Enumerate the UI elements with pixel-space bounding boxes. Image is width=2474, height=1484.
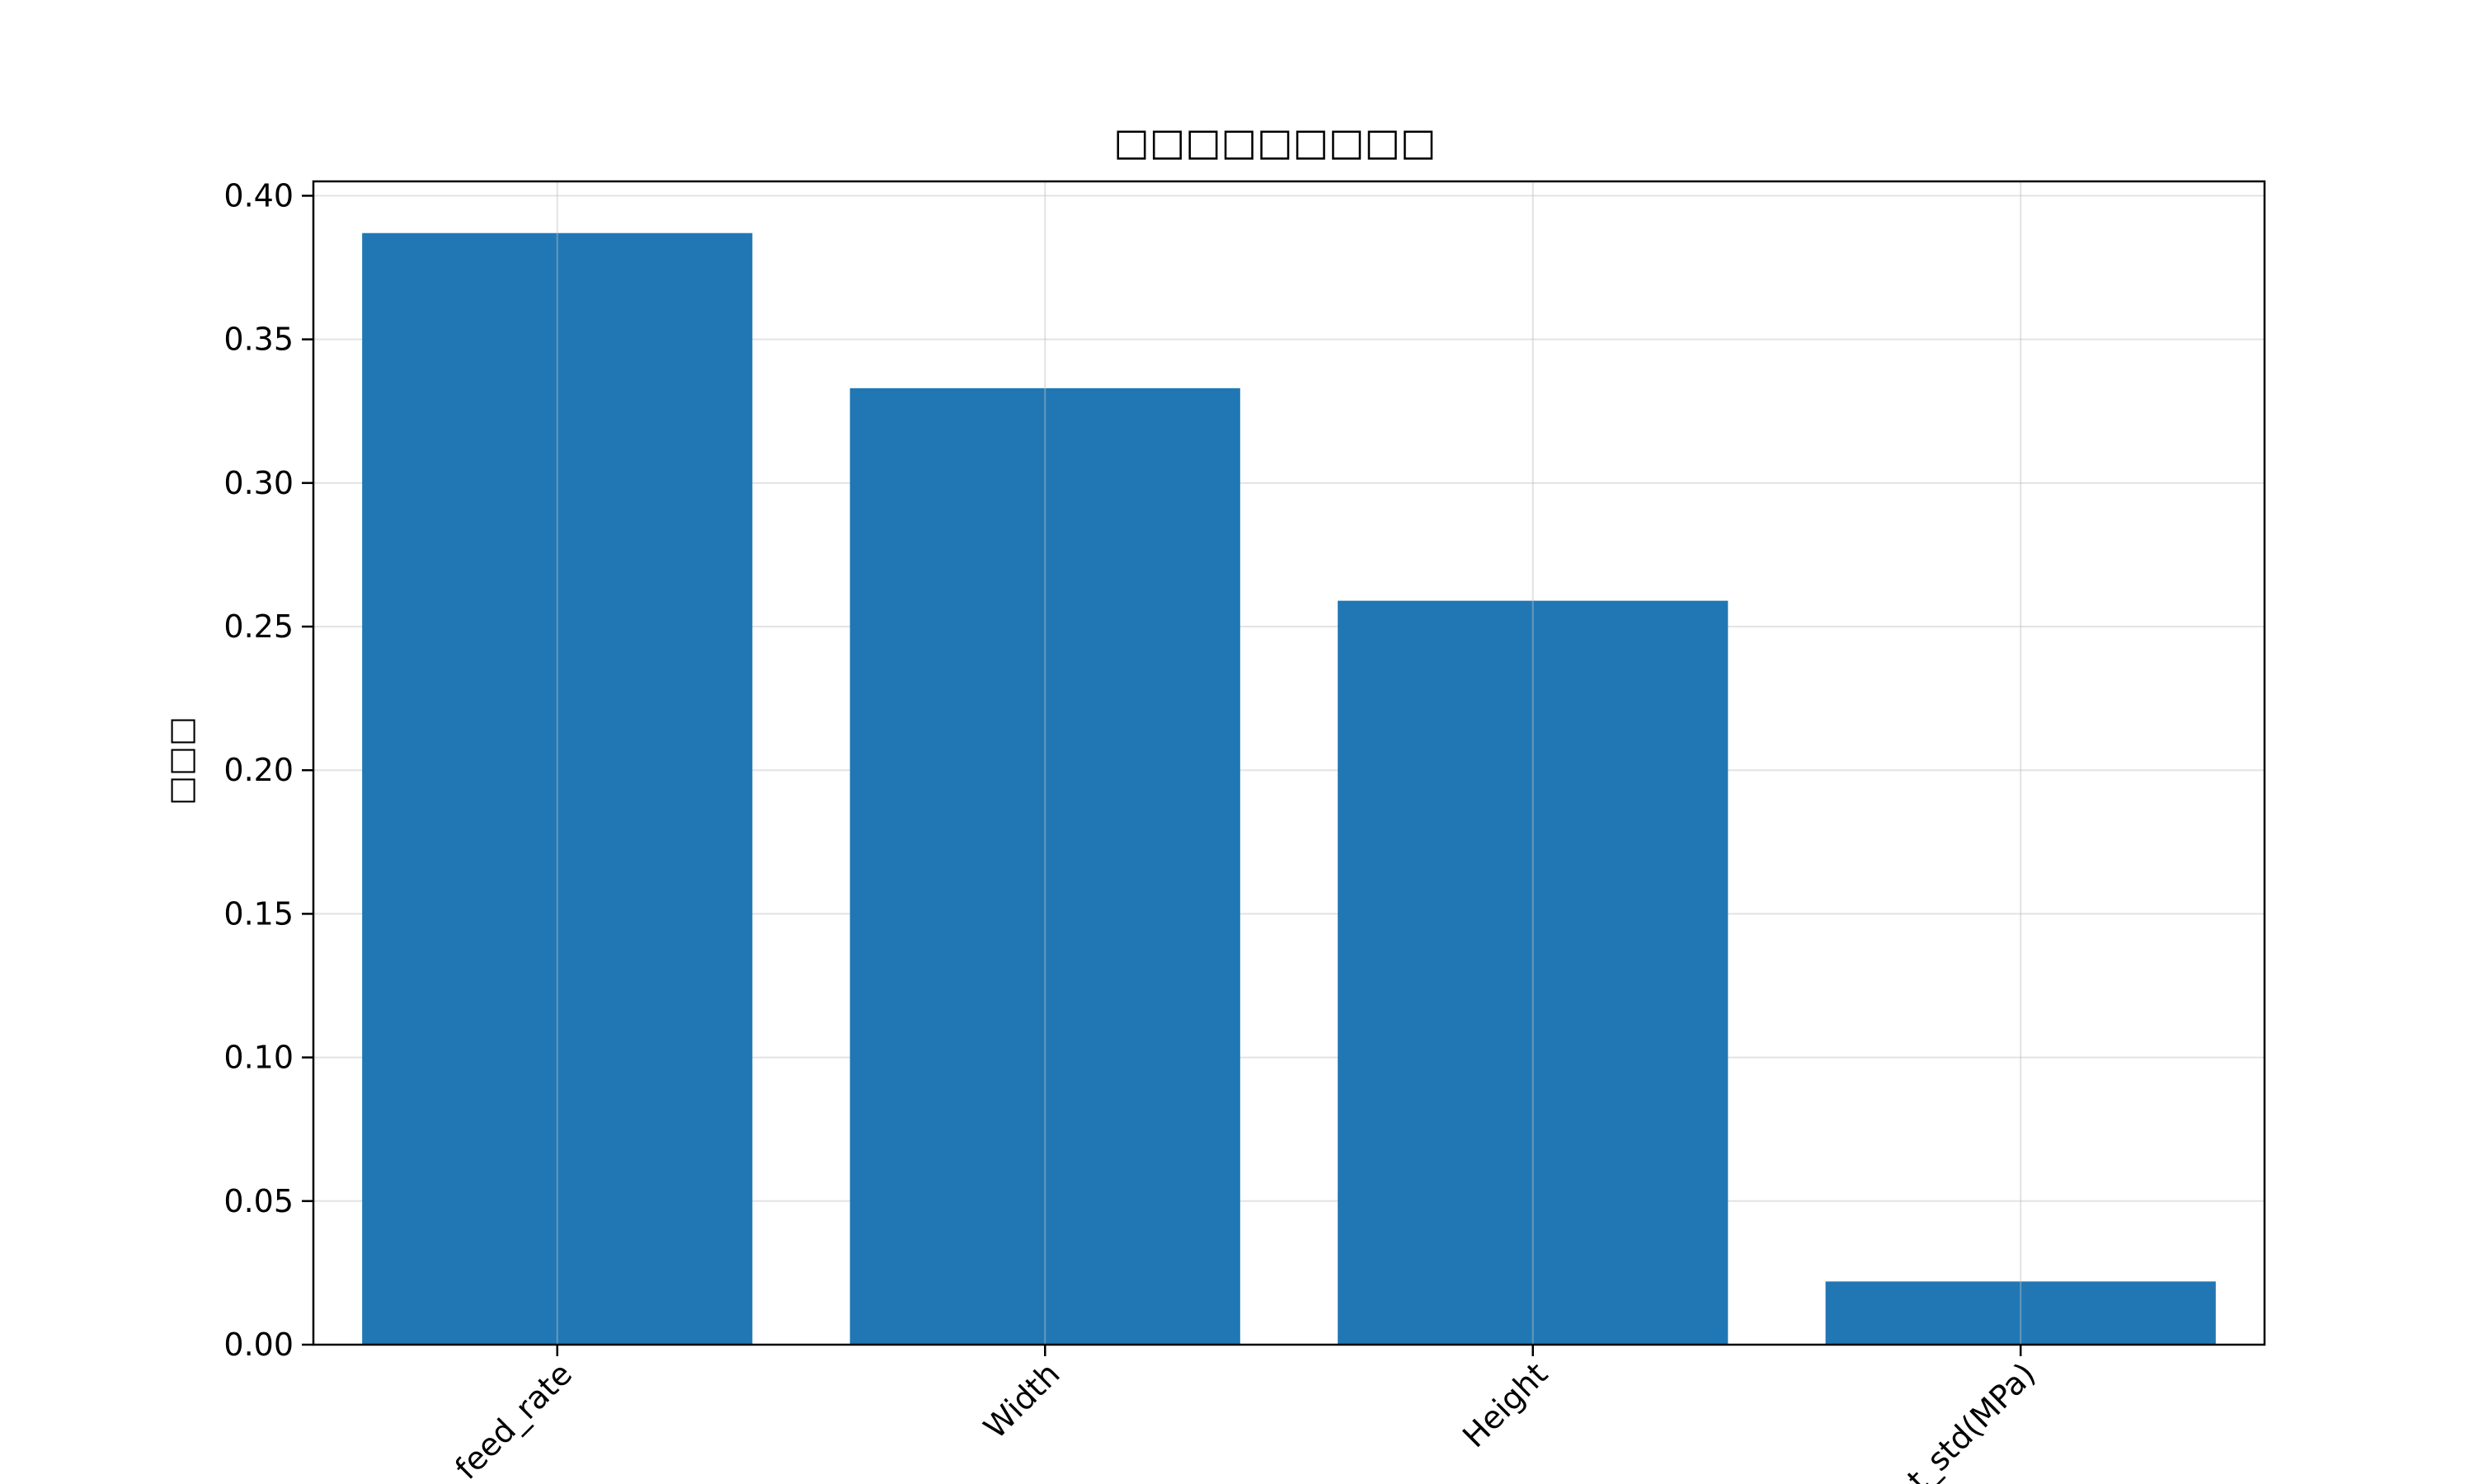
bar-series [362,232,2216,1345]
y-tick-label: 0.15 [223,895,294,932]
y-tick-label: 0.10 [223,1040,294,1076]
y-axis-label: □□□ [162,716,199,805]
plot-frame [312,180,2266,1346]
bar-feed-rate [362,232,753,1345]
y-tick-label: 0.25 [223,608,294,645]
y-tick-label: 0.05 [223,1183,294,1219]
y-axis-ticks: 0.00 0.05 0.10 0.15 0.20 0.25 0.30 0.35 0.40 [223,177,313,1363]
bar-width [849,387,1240,1345]
bar-height [1338,600,1729,1345]
chart-title: □□□□□□□□□ [1113,120,1436,164]
y-tick-label: 0.30 [223,465,294,501]
y-tick-label: 0.00 [223,1327,294,1363]
x-gridlines-front [556,181,2022,1345]
y-tick-label: 0.20 [223,752,294,788]
y-tick-label: 0.35 [223,322,294,358]
y-tick-label: 0.40 [223,177,294,214]
bar-t-std-mpa- [1825,1281,2216,1345]
